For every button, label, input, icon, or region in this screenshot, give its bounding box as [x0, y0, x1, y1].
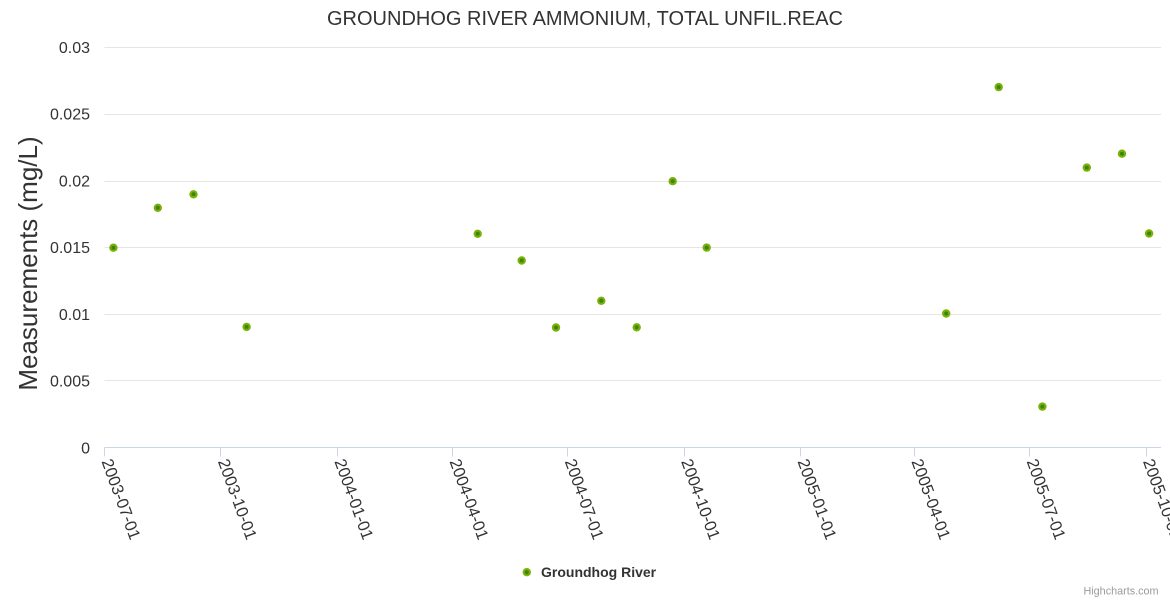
svg-text:0: 0 [81, 440, 90, 457]
svg-text:Highcharts.com: Highcharts.com [1083, 586, 1158, 598]
svg-text:GROUNDHOG RIVER AMMONIUM, TOTA: GROUNDHOG RIVER AMMONIUM, TOTAL UNFIL.RE… [327, 8, 843, 30]
svg-text:0.02: 0.02 [59, 173, 90, 190]
svg-text:0.025: 0.025 [50, 107, 90, 124]
svg-text:0.015: 0.015 [50, 240, 90, 257]
svg-text:Measurements (mg/L): Measurements (mg/L) [13, 136, 43, 390]
svg-text:0.005: 0.005 [50, 374, 90, 391]
svg-text:0.03: 0.03 [59, 40, 90, 57]
svg-text:Groundhog River: Groundhog River [541, 564, 657, 580]
svg-text:0.01: 0.01 [59, 307, 90, 324]
